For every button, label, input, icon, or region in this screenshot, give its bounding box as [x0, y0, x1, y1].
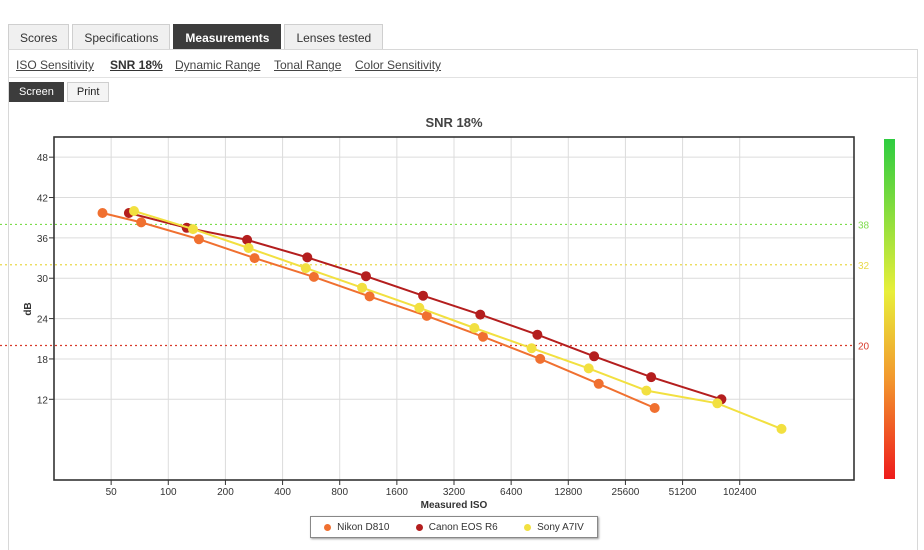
tab-scores[interactable]: Scores — [8, 24, 70, 50]
subtab-iso-sensitivity[interactable]: ISO Sensitivity — [16, 58, 95, 72]
tab-lenses-tested[interactable]: Lenses tested — [284, 24, 384, 50]
data-point-sony-a7iv — [414, 302, 425, 313]
data-point-sony-a7iv — [300, 263, 311, 274]
data-point-nikon-d810 — [421, 310, 432, 321]
series-nikon-d810 — [97, 208, 660, 413]
subtab-snr-18[interactable]: SNR 18% — [110, 58, 163, 72]
legend-marker-nikon-d810 — [324, 523, 332, 531]
display-mode-toggle: Screen Print — [9, 82, 110, 102]
data-point-nikon-d810 — [97, 208, 108, 218]
series-line-nikon-d810 — [102, 212, 656, 409]
subtab-tonal-range[interactable]: Tonal Range — [274, 58, 342, 72]
x-tick-label: 51200 — [669, 487, 697, 498]
data-point-nikon-d810 — [136, 217, 147, 228]
x-axis-title: Measured ISO — [421, 500, 488, 511]
axes: 50 100 200 400 800 1600 3200 6400 12800 25600 5120… — [37, 153, 757, 498]
data-point-canon-eos-r6 — [361, 271, 371, 282]
legend-label-sony-a7iv: Sony A7IV — [537, 521, 584, 533]
data-point-nikon-d810 — [535, 353, 546, 364]
data-point-nikon-d810 — [593, 378, 604, 389]
y-tick-label: 30 — [37, 274, 49, 285]
y-tick-label: 24 — [37, 315, 49, 326]
y-tick-label: 12 — [37, 395, 49, 406]
subtab-dynamic-range[interactable]: Dynamic Range — [175, 58, 261, 72]
data-point-nikon-d810 — [308, 271, 319, 282]
data-point-sony-a7iv — [641, 385, 652, 396]
main-tabs: Scores Specifications Measurements Lense… — [8, 24, 384, 50]
series-line-sony-a7iv — [133, 210, 782, 430]
data-point-nikon-d810 — [249, 253, 260, 264]
data-point-sony-a7iv — [712, 398, 723, 409]
data-point-sony-a7iv — [469, 323, 480, 333]
data-point-sony-a7iv — [188, 224, 198, 235]
y-tick-label: 42 — [37, 194, 49, 205]
subtab-color-sensitivity[interactable]: Color Sensitivity — [355, 58, 442, 72]
data-point-sony-a7iv — [583, 363, 594, 374]
data-point-sony-a7iv — [243, 243, 254, 253]
reference-lines: 38 32 20 — [0, 220, 870, 352]
x-tick-label: 25600 — [612, 487, 640, 498]
x-tick-label: 102400 — [723, 487, 757, 498]
screen-mode-button[interactable]: Screen — [9, 82, 64, 102]
print-mode-button[interactable]: Print — [66, 82, 110, 102]
x-tick-label: 50 — [106, 487, 118, 498]
measurements-panel: ISO Sensitivity SNR 18% Dynamic Range To… — [8, 49, 918, 550]
x-tick-label: 6400 — [500, 487, 523, 498]
x-tick-label: 3200 — [443, 487, 466, 498]
data-point-canon-eos-r6 — [302, 252, 313, 263]
data-point-canon-eos-r6 — [242, 234, 253, 245]
legend-label-canon-eos-r6: Canon EOS R6 — [428, 521, 498, 533]
legend-marker-sony-a7iv — [524, 523, 532, 531]
data-point-nikon-d810 — [478, 331, 488, 342]
plot-frame — [53, 136, 855, 481]
x-tick-label: 1600 — [386, 487, 409, 498]
y-axis-title: dB — [23, 302, 34, 315]
chart-legend: Nikon D810 Canon EOS R6 Sony A7IV — [310, 516, 598, 538]
legend-marker-canon-eos-r6 — [415, 523, 423, 531]
data-point-canon-eos-r6 — [532, 329, 543, 340]
quality-color-scale — [884, 139, 895, 479]
data-point-sony-a7iv — [357, 282, 368, 293]
y-tick-label: 18 — [37, 355, 49, 366]
x-tick-label: 800 — [331, 487, 348, 498]
data-point-nikon-d810 — [193, 234, 204, 245]
x-tick-label: 12800 — [554, 487, 582, 498]
data-point-nikon-d810 — [649, 403, 660, 413]
data-point-sony-a7iv — [526, 343, 537, 354]
series-canon-eos-r6 — [123, 208, 727, 405]
series-layer — [97, 206, 787, 434]
data-point-sony-a7iv — [129, 206, 139, 216]
series-sony-a7iv — [129, 206, 787, 434]
tab-measurements[interactable]: Measurements — [173, 24, 282, 50]
reference-label-20: 20 — [858, 341, 870, 352]
data-point-sony-a7iv — [776, 423, 787, 434]
data-point-canon-eos-r6 — [418, 290, 429, 301]
grid-layer — [54, 137, 854, 480]
data-point-canon-eos-r6 — [646, 372, 657, 383]
data-point-nikon-d810 — [364, 291, 375, 302]
legend-item-sony-a7iv[interactable]: Sony A7IV — [524, 522, 584, 533]
y-tick-label: 36 — [37, 234, 49, 245]
legend-item-nikon-d810[interactable]: Nikon D810 — [324, 522, 389, 533]
legend-label-nikon-d810: Nikon D810 — [337, 521, 390, 533]
reference-label-32: 32 — [858, 261, 870, 272]
y-tick-label: 48 — [37, 153, 49, 164]
data-point-canon-eos-r6 — [475, 309, 486, 320]
measurement-subnav: ISO Sensitivity SNR 18% Dynamic Range To… — [9, 50, 917, 78]
x-tick-label: 400 — [274, 487, 291, 498]
x-tick-label: 100 — [160, 487, 177, 498]
chart-title: SNR 18% — [425, 115, 483, 130]
x-tick-label: 200 — [217, 487, 234, 498]
tab-specifications[interactable]: Specifications — [72, 24, 171, 50]
reference-label-38: 38 — [858, 220, 870, 231]
series-line-canon-eos-r6 — [128, 212, 722, 401]
legend-item-canon-eos-r6[interactable]: Canon EOS R6 — [415, 521, 498, 533]
data-point-canon-eos-r6 — [589, 351, 600, 362]
